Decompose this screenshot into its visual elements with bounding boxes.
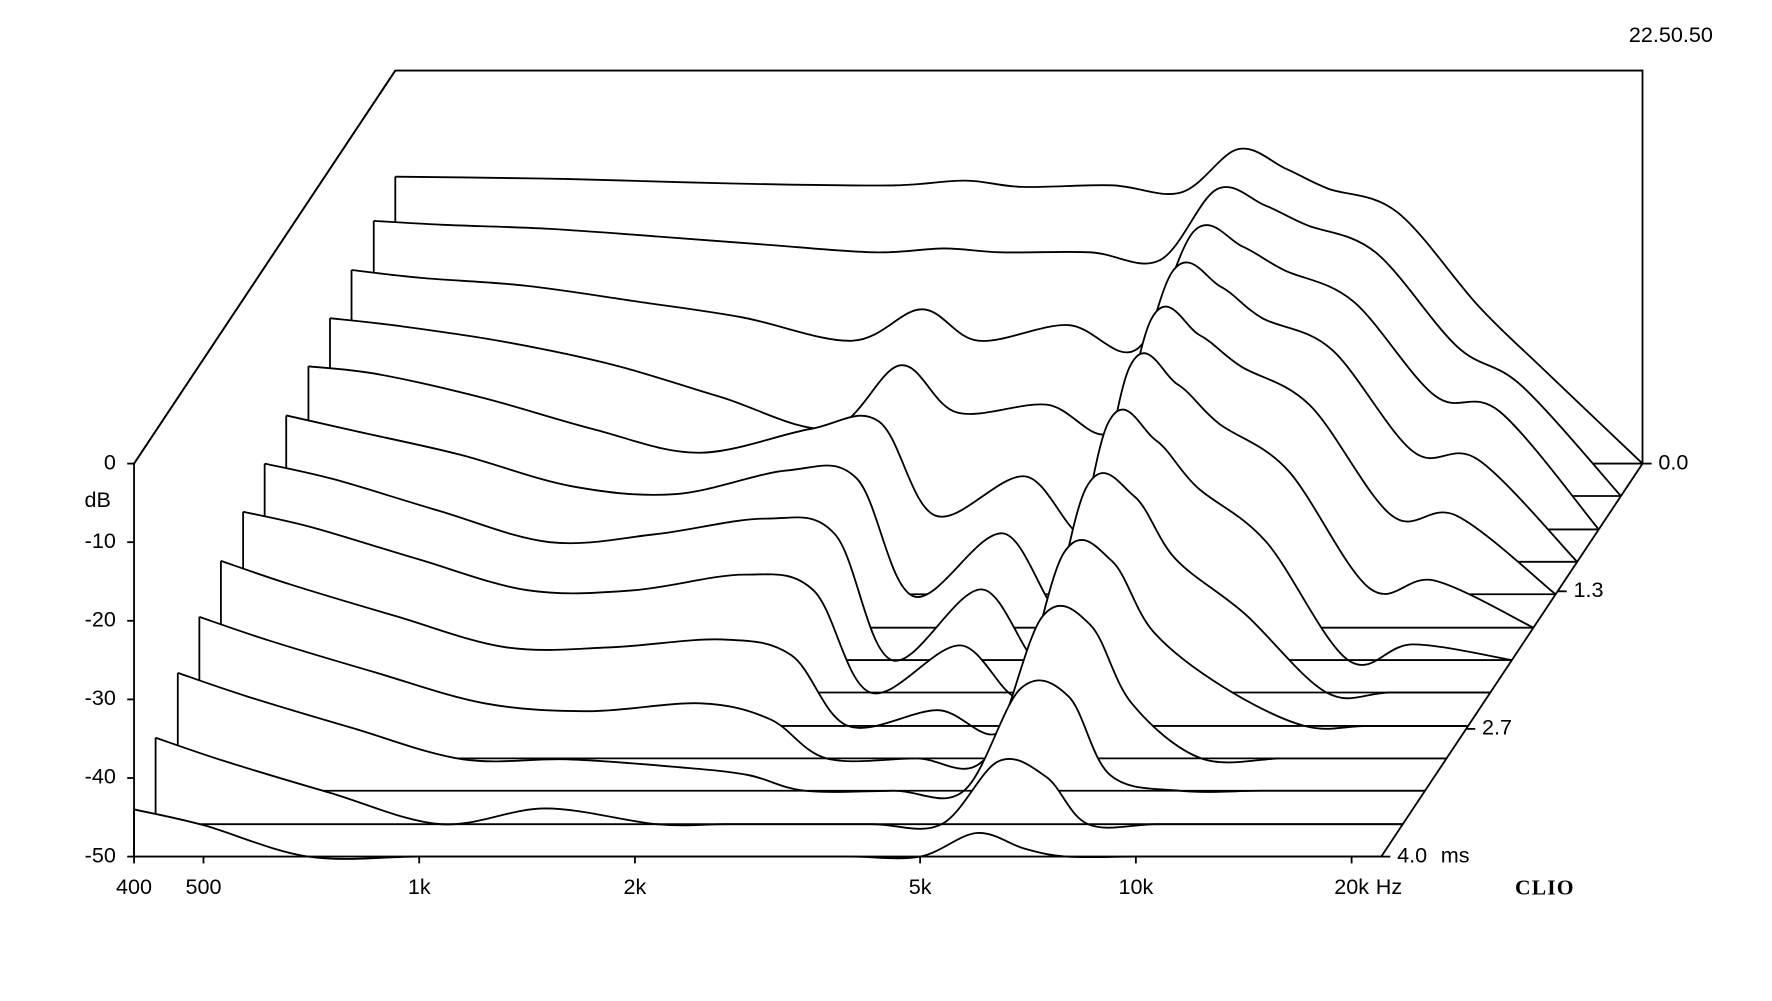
z-axis (1380, 463, 1644, 858)
slice-curve (329, 261, 1578, 563)
x-tick-label: 2k (624, 874, 647, 899)
x-tick-label: 5k (909, 874, 932, 899)
slice-mask (220, 539, 1469, 735)
slice-curve (242, 472, 1491, 700)
x-tick-label: 1k (408, 874, 431, 899)
slice-curve (220, 538, 1469, 736)
z-tick-label: 2.7 (1482, 715, 1512, 740)
slice-mask (199, 605, 1447, 769)
x-tick-label: 500 (185, 874, 221, 899)
slice-curve (264, 408, 1513, 666)
frame (133, 70, 397, 465)
y-tick-label: -30 (85, 685, 116, 710)
slice-curve (395, 147, 1644, 465)
slice-curve (286, 352, 1534, 629)
x-unit-label: Hz (1376, 874, 1402, 899)
x-tick-label: 20k (1334, 874, 1369, 899)
slice-curve (373, 186, 1622, 497)
slice-curve (308, 305, 1557, 595)
y-axis-label: dB (84, 487, 110, 512)
x-tick-label: 400 (116, 874, 152, 899)
y-tick-label: 0 (104, 449, 116, 474)
slice-mask (177, 672, 1426, 799)
z-tick-label: 0.0 (1658, 449, 1688, 474)
z-tick-label: 4.0 (1397, 842, 1427, 867)
x-tick-label: 10k (1118, 874, 1153, 899)
y-tick-label: -50 (85, 842, 116, 867)
brand-label: CLIO (1515, 875, 1575, 899)
slice-curve (351, 224, 1600, 530)
slice-mask (155, 737, 1403, 829)
y-tick-label: -10 (85, 528, 116, 553)
timestamp: 22.50.50 (1629, 22, 1713, 47)
z-unit-label: ms (1441, 842, 1470, 867)
slice-mask (134, 809, 1382, 859)
y-tick-label: -40 (85, 764, 116, 789)
y-tick-label: -20 (85, 606, 116, 631)
slice-mask (243, 473, 1491, 699)
z-tick-label: 1.3 (1574, 577, 1604, 602)
